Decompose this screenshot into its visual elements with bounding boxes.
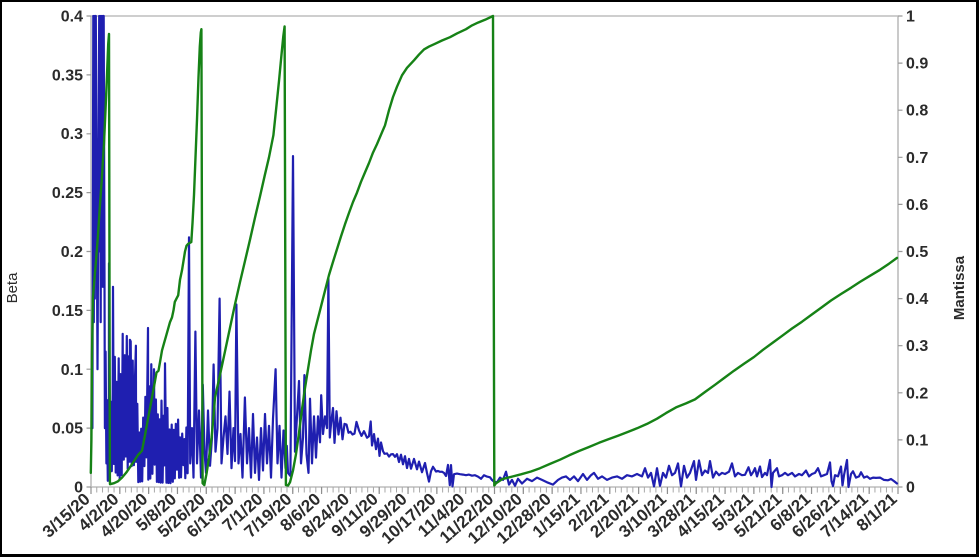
svg-text:1: 1: [906, 9, 915, 26]
svg-text:0.05: 0.05: [52, 421, 83, 438]
svg-text:0.1: 0.1: [906, 432, 928, 449]
svg-text:Beta: Beta: [4, 272, 21, 304]
svg-text:0.9: 0.9: [906, 56, 928, 73]
svg-text:0.3: 0.3: [906, 338, 928, 355]
svg-text:0: 0: [906, 480, 915, 497]
svg-text:0.2: 0.2: [61, 244, 83, 261]
svg-text:0.4: 0.4: [906, 291, 928, 308]
svg-text:0.8: 0.8: [906, 103, 928, 120]
svg-text:0.2: 0.2: [906, 385, 928, 402]
svg-text:0.1: 0.1: [61, 362, 83, 379]
svg-text:0.35: 0.35: [52, 67, 83, 84]
svg-text:0.3: 0.3: [61, 126, 83, 143]
svg-text:Mantissa: Mantissa: [951, 255, 968, 320]
svg-text:0: 0: [74, 480, 83, 497]
svg-text:0.6: 0.6: [906, 197, 928, 214]
svg-text:0.25: 0.25: [52, 185, 83, 202]
svg-text:0.15: 0.15: [52, 303, 83, 320]
svg-text:0.5: 0.5: [906, 244, 928, 261]
svg-text:0.7: 0.7: [906, 150, 928, 167]
svg-text:0.4: 0.4: [61, 9, 83, 26]
